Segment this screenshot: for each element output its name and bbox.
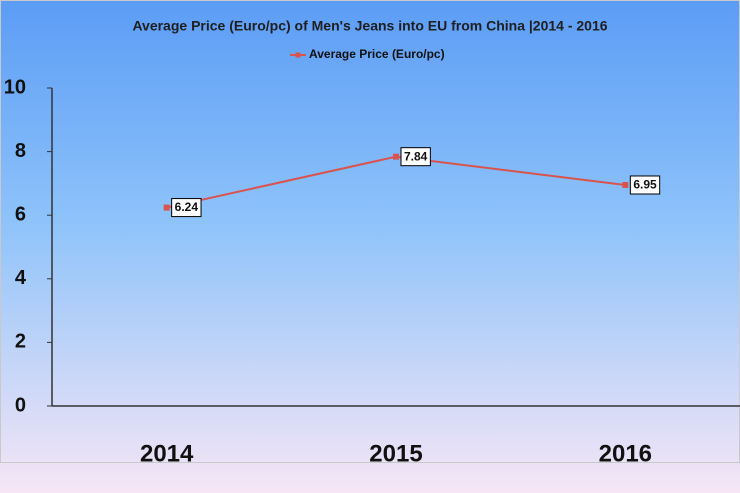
y-tick-label: 0 [15,394,26,416]
x-tick-label: 2016 [599,440,652,467]
marker [622,181,629,188]
marker [163,204,170,211]
y-tick-label: 6 [15,203,26,225]
data-label: 6.24 [175,200,199,214]
legend-label: Average Price (Euro/pc) [309,47,445,61]
data-label-box [629,175,661,195]
x-tick-label: 2014 [140,440,194,467]
y-tick-label: 8 [15,140,26,162]
y-tick-label: 10 [4,76,26,98]
y-tick-label: 2 [15,331,26,353]
data-label: 7.84 [404,149,428,163]
marker [393,153,399,160]
data-label-box [400,147,431,167]
x-tick-label: 2015 [369,440,422,467]
data-label: 6.95 [633,178,657,192]
legend-marker [295,52,301,58]
chart-title: Average Price (Euro/pc) of Men's Jeans i… [132,18,607,34]
data-label-box [171,198,202,218]
y-tick-label: 4 [15,267,27,289]
